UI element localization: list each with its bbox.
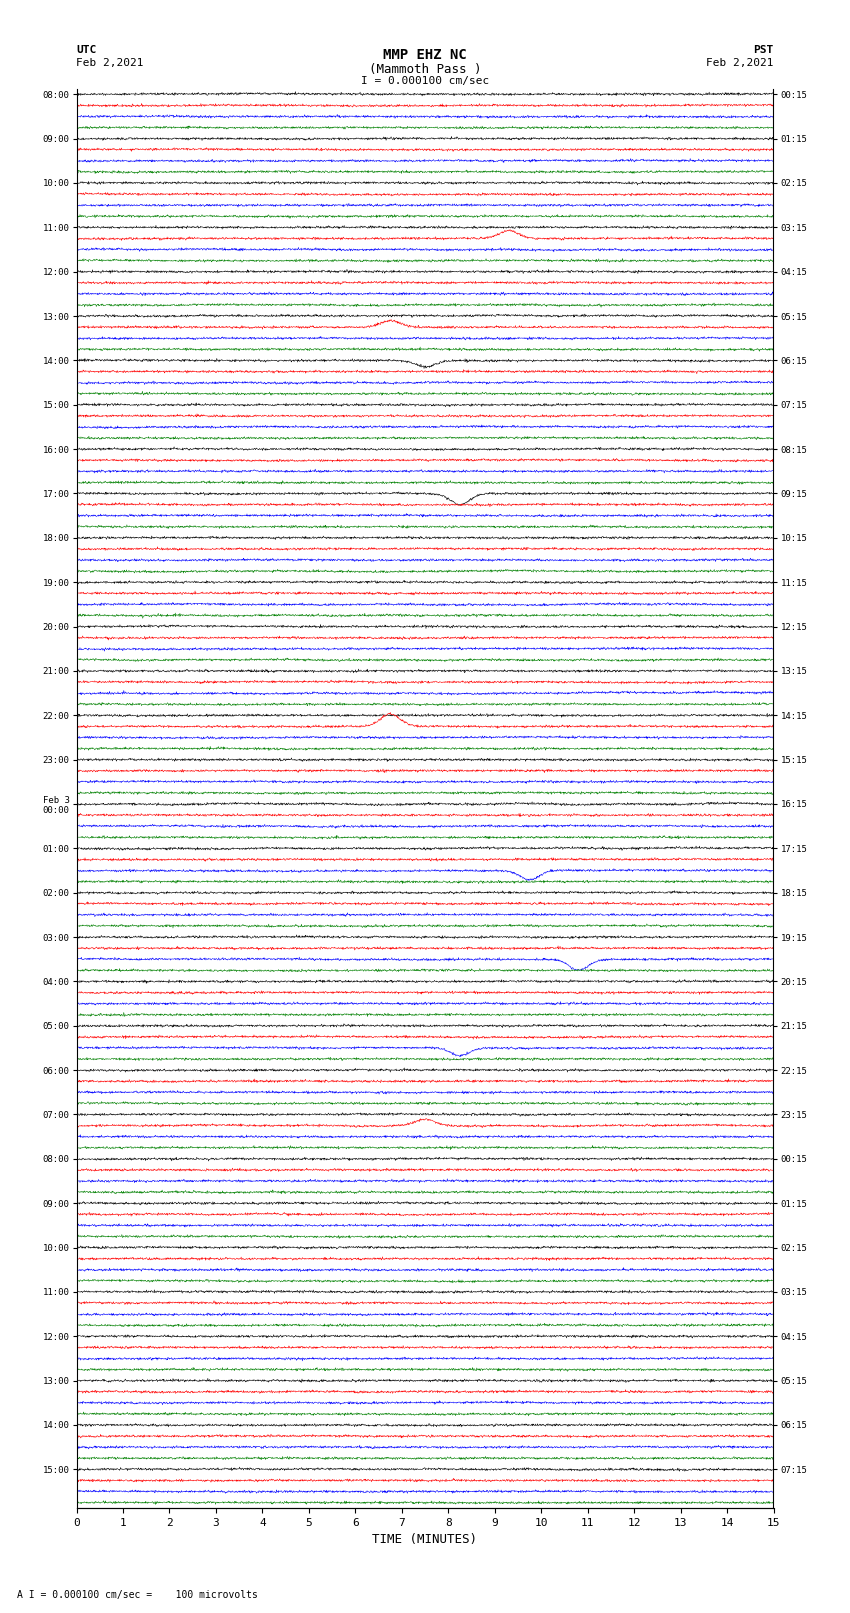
Text: PST: PST: [753, 45, 774, 55]
Text: I = 0.000100 cm/sec: I = 0.000100 cm/sec: [361, 76, 489, 85]
X-axis label: TIME (MINUTES): TIME (MINUTES): [372, 1534, 478, 1547]
Text: UTC: UTC: [76, 45, 97, 55]
Text: (Mammoth Pass ): (Mammoth Pass ): [369, 63, 481, 76]
Text: A I = 0.000100 cm/sec =    100 microvolts: A I = 0.000100 cm/sec = 100 microvolts: [17, 1590, 258, 1600]
Text: Feb 2,2021: Feb 2,2021: [706, 58, 774, 68]
Text: Feb 2,2021: Feb 2,2021: [76, 58, 144, 68]
Text: MMP EHZ NC: MMP EHZ NC: [383, 48, 467, 63]
